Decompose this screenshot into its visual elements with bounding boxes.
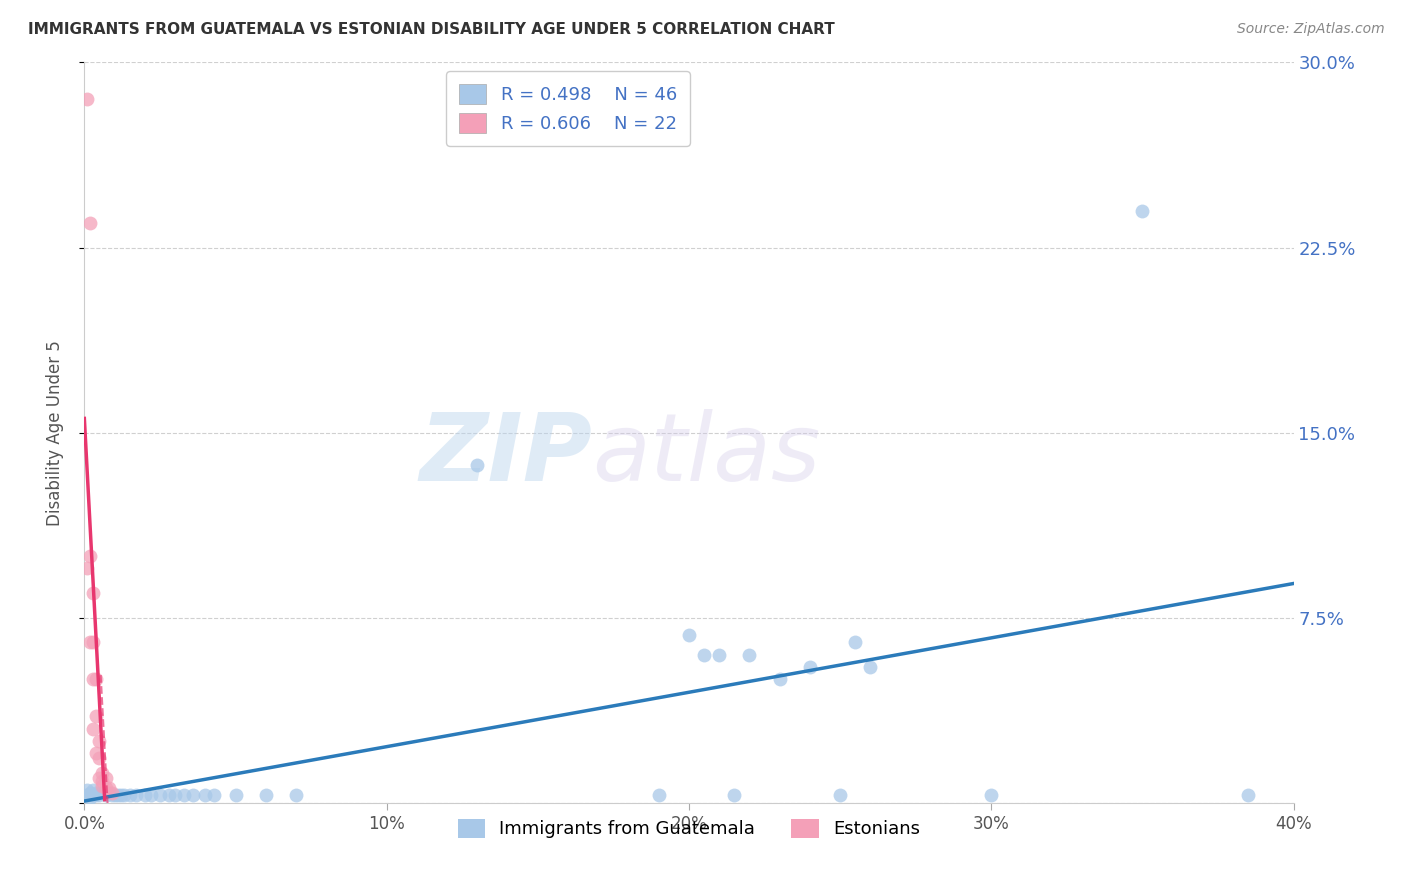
Point [165, 789, 187, 803]
Point [82, 586, 104, 600]
Point [89, 789, 111, 803]
Point [86, 747, 108, 761]
Point [738, 648, 761, 662]
Point [107, 789, 129, 803]
Point [94, 789, 117, 803]
Point [91, 766, 114, 780]
Point [79, 790, 101, 805]
Point [181, 789, 204, 803]
Point [194, 789, 217, 803]
Point [285, 789, 308, 803]
Point [91, 773, 114, 788]
Point [799, 660, 821, 674]
Point [709, 648, 731, 662]
Point [648, 789, 671, 803]
Point [110, 789, 132, 803]
Point [139, 789, 162, 803]
Point [830, 789, 852, 803]
Point [94, 780, 117, 795]
Point [82, 789, 104, 803]
Point [254, 789, 277, 803]
Point [980, 789, 1002, 803]
Point [76, 789, 98, 803]
Point [97, 786, 120, 800]
Point [89, 734, 111, 748]
Point [79, 635, 101, 649]
Point [76, 783, 98, 797]
Point [134, 789, 156, 803]
Point [86, 673, 108, 687]
Point [1130, 203, 1153, 218]
Point [100, 786, 122, 800]
Point [82, 722, 104, 736]
Point [104, 789, 127, 803]
Point [125, 789, 148, 803]
Point [86, 789, 108, 803]
Y-axis label: Disability Age Under 5: Disability Age Under 5 [45, 340, 63, 525]
Point [859, 660, 882, 674]
Point [1237, 789, 1260, 803]
Point [723, 789, 745, 803]
Point [79, 549, 101, 563]
Point [769, 673, 792, 687]
Point [76, 561, 98, 575]
Text: IMMIGRANTS FROM GUATEMALA VS ESTONIAN DISABILITY AGE UNDER 5 CORRELATION CHART: IMMIGRANTS FROM GUATEMALA VS ESTONIAN DI… [28, 22, 835, 37]
Point [202, 789, 225, 803]
Point [82, 673, 104, 687]
Point [844, 635, 866, 649]
Point [91, 779, 114, 793]
Point [149, 789, 172, 803]
Point [79, 216, 101, 230]
Point [693, 648, 716, 662]
Point [94, 771, 117, 785]
Point [91, 786, 114, 800]
Point [173, 789, 195, 803]
Text: Source: ZipAtlas.com: Source: ZipAtlas.com [1237, 22, 1385, 37]
Point [97, 780, 120, 795]
Point [89, 751, 111, 765]
Point [82, 783, 104, 797]
Point [118, 789, 141, 803]
Legend: Immigrants from Guatemala, Estonians: Immigrants from Guatemala, Estonians [451, 812, 927, 846]
Point [112, 789, 135, 803]
Point [678, 628, 700, 642]
Point [76, 92, 98, 106]
Point [86, 709, 108, 723]
Point [100, 789, 122, 803]
Point [157, 789, 180, 803]
Text: atlas: atlas [592, 409, 821, 500]
Point [89, 771, 111, 785]
Point [86, 786, 108, 800]
Point [82, 635, 104, 649]
Point [79, 786, 101, 800]
Text: ZIP: ZIP [419, 409, 592, 500]
Point [225, 789, 247, 803]
Point [467, 458, 489, 472]
